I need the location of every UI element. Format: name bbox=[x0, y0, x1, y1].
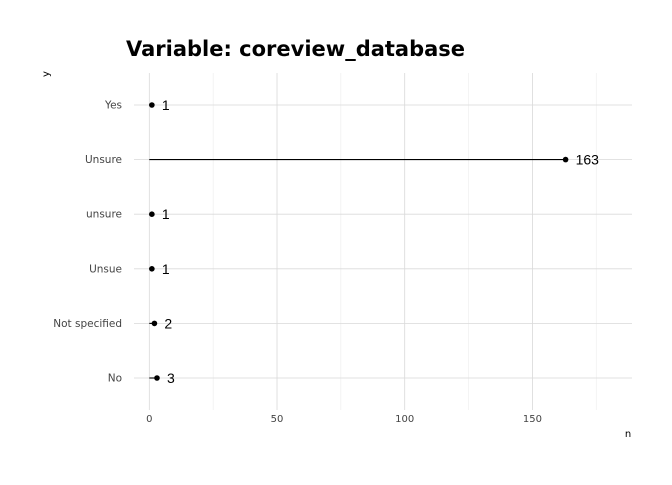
y-tick-label: Unsure bbox=[85, 154, 122, 166]
data-label: 2 bbox=[164, 315, 172, 331]
x-tick-label: 50 bbox=[271, 414, 284, 425]
y-tick-label: Yes bbox=[104, 100, 122, 112]
stems bbox=[149, 104, 566, 379]
y-tick-labels: Yes Unsure unsure Unsue Not specified No bbox=[53, 100, 122, 385]
lollipop-point bbox=[149, 102, 155, 108]
y-tick-label: No bbox=[108, 373, 122, 385]
lollipop-point bbox=[154, 375, 160, 381]
data-label: 1 bbox=[162, 206, 170, 222]
data-labels: 1 163 1 1 2 3 bbox=[162, 97, 599, 386]
y-tick-label: unsure bbox=[86, 209, 122, 221]
x-axis-title: n bbox=[625, 429, 631, 440]
lollipop-point bbox=[562, 156, 569, 163]
x-tick-label: 150 bbox=[523, 414, 542, 425]
y-axis-title: y bbox=[41, 71, 52, 77]
data-label: 1 bbox=[162, 97, 170, 113]
grid bbox=[134, 73, 632, 410]
lollipop-point bbox=[149, 211, 155, 217]
x-tick-label: 0 bbox=[146, 414, 152, 425]
data-label: 163 bbox=[576, 152, 600, 168]
lollipop-point bbox=[151, 320, 158, 327]
y-tick-label: Unsue bbox=[89, 263, 122, 275]
chart-title: Variable: coreview_database bbox=[126, 37, 465, 61]
x-tick-labels: 0 50 100 150 bbox=[146, 414, 542, 425]
y-tick-label: Not specified bbox=[53, 318, 122, 330]
points bbox=[149, 102, 569, 381]
data-label: 1 bbox=[162, 261, 170, 277]
lollipop-point bbox=[149, 266, 155, 272]
data-label: 3 bbox=[167, 370, 175, 386]
x-tick-label: 100 bbox=[395, 414, 414, 425]
